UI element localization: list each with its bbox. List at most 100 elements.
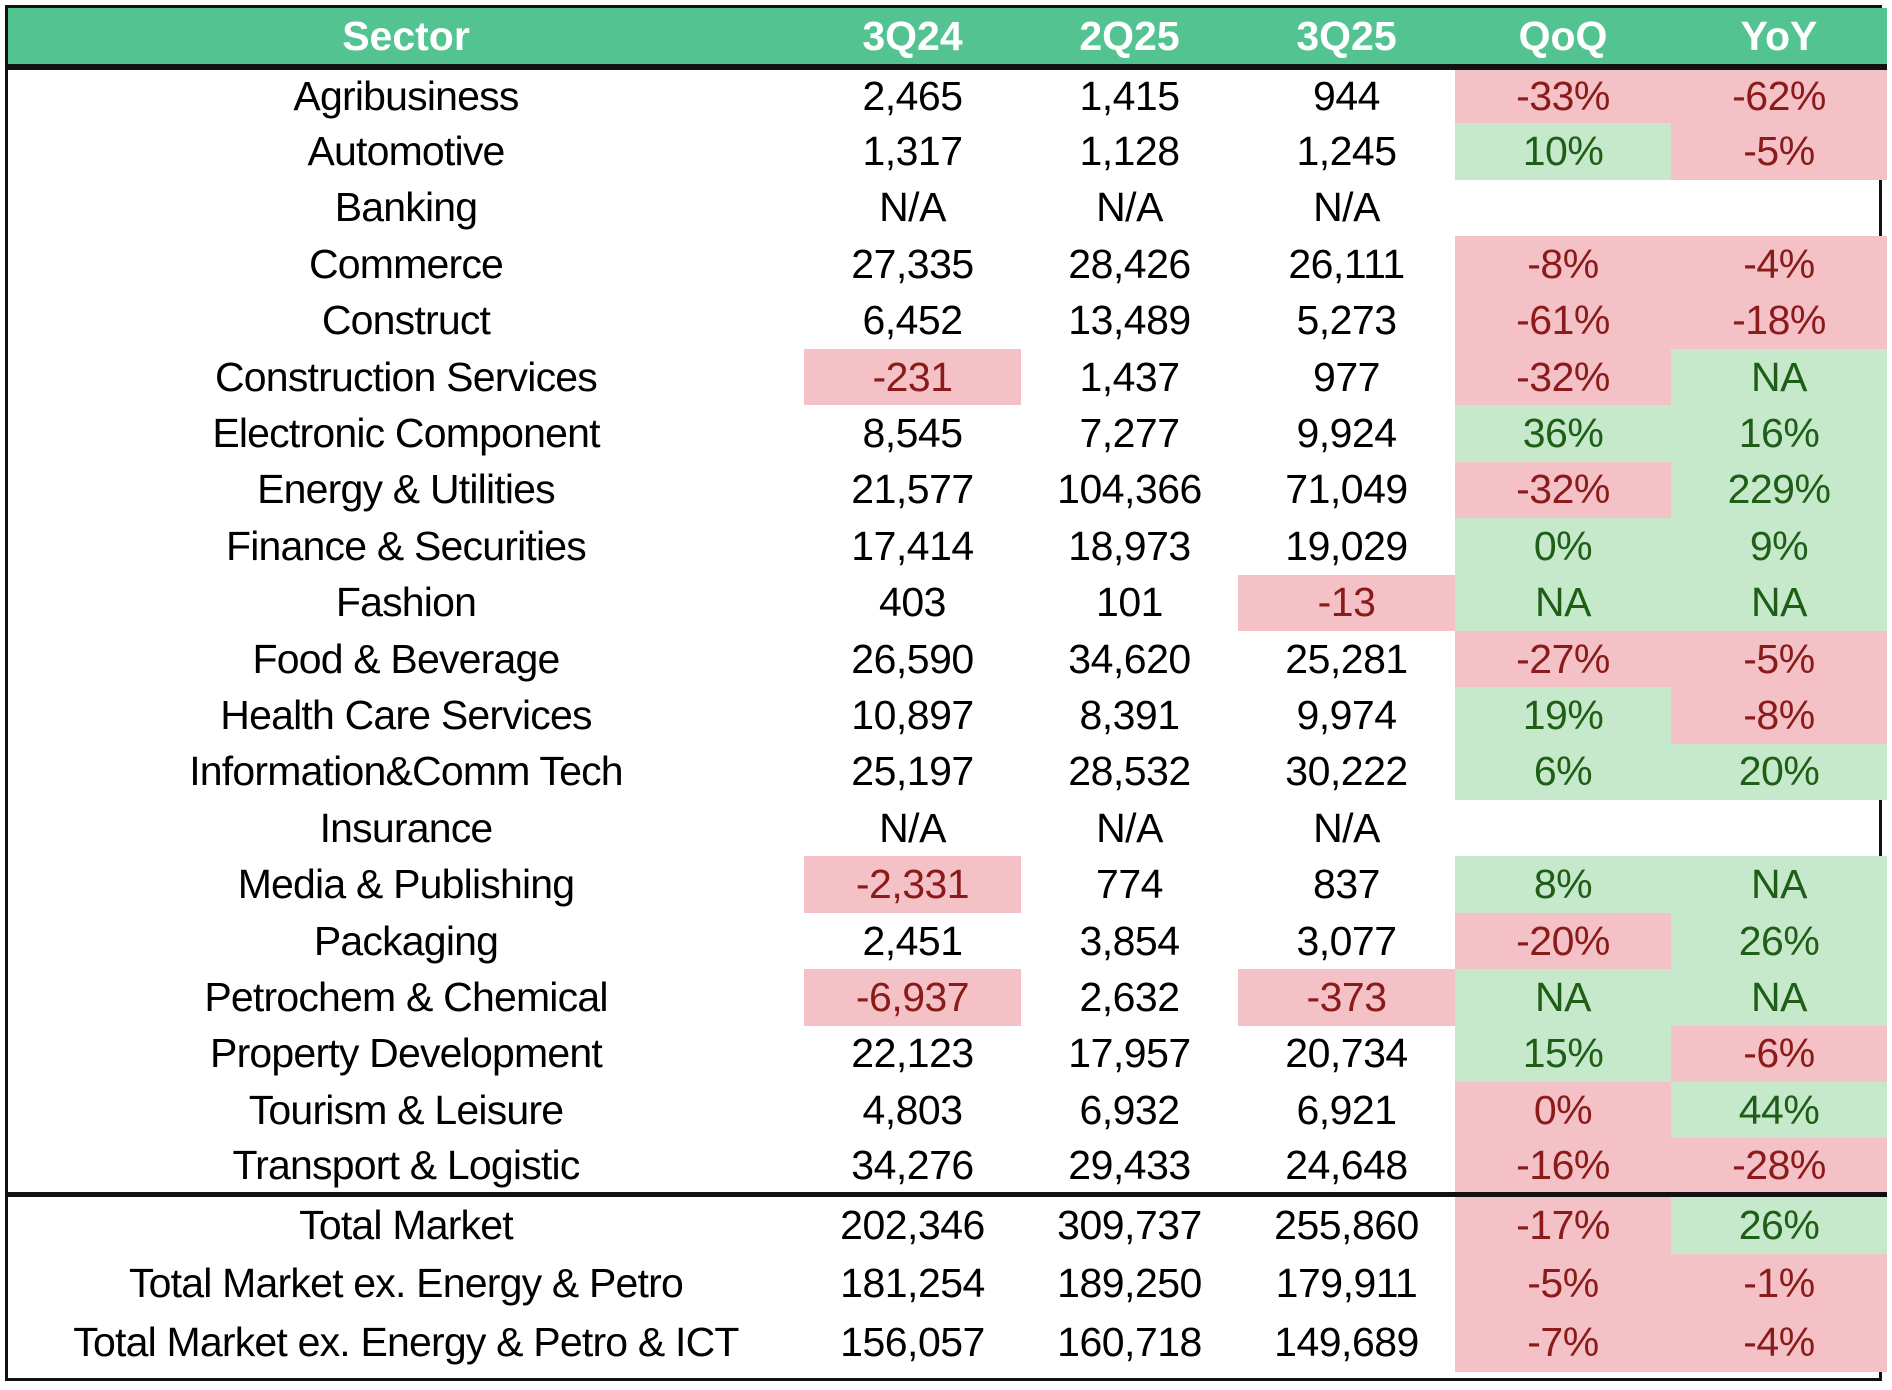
value-3q25-cell: N/A bbox=[1313, 184, 1380, 231]
value-2q25-cell: 3,854 bbox=[1079, 917, 1180, 964]
value-2q25-cell: N/A bbox=[1096, 184, 1163, 231]
sector-name-cell: Energy & Utilities bbox=[257, 466, 556, 513]
value-3q24-cell: 1,317 bbox=[862, 128, 963, 175]
sector-name-cell: Packaging bbox=[313, 917, 499, 964]
sector-row: Banking N/A N/A N/A bbox=[8, 180, 1887, 236]
value-3q24-cell: 2,451 bbox=[862, 917, 963, 964]
value-2q25-cell: 1,415 bbox=[1079, 73, 1180, 120]
value-2q25-cell: 28,426 bbox=[1068, 240, 1191, 287]
qoq-change-cell: NA bbox=[1455, 969, 1671, 1026]
sector-row: Finance & Securities 17,414 18,973 19,029 0%… bbox=[8, 518, 1887, 575]
yoy-change-cell: 9% bbox=[1671, 518, 1887, 575]
value-3q25-cell: 977 bbox=[1313, 353, 1380, 400]
qoq-change-cell: -32% bbox=[1455, 348, 1671, 406]
value-3q24-cell: 22,123 bbox=[851, 1030, 974, 1077]
value-3q25-cell: 25,281 bbox=[1285, 635, 1408, 682]
value-3q25-cell: 179,911 bbox=[1275, 1259, 1418, 1306]
yoy-change-cell: 26% bbox=[1671, 912, 1887, 970]
yoy-change-cell: NA bbox=[1671, 856, 1887, 913]
value-3q25-cell: 1,245 bbox=[1296, 128, 1397, 175]
sector-name-cell: Agribusiness bbox=[293, 73, 519, 120]
sector-row: Insurance N/A N/A N/A bbox=[8, 800, 1887, 856]
sector-name-cell: Finance & Securities bbox=[225, 522, 587, 569]
qoq-change-cell: 15% bbox=[1455, 1025, 1671, 1083]
sector-row: Automotive 1,317 1,128 1,245 10% -5% bbox=[8, 123, 1887, 180]
sector-row: Fashion 403 101 -13 NA NA bbox=[8, 574, 1887, 631]
value-2q25-cell: 1,128 bbox=[1079, 128, 1180, 175]
yoy-change-cell: NA bbox=[1671, 969, 1887, 1026]
sector-row: Commerce 27,335 28,426 26,111 -8% -4% bbox=[8, 236, 1887, 293]
qoq-change-cell: -33% bbox=[1455, 67, 1671, 124]
yoy-change-cell: 20% bbox=[1671, 743, 1887, 801]
sector-row: Energy & Utilities 21,577 104,366 71,049 -32… bbox=[8, 461, 1887, 519]
yoy-change-cell: 229% bbox=[1671, 461, 1887, 519]
value-2q25-cell: 160,718 bbox=[1057, 1318, 1202, 1365]
sector-row: Tourism & Leisure 4,803 6,932 6,921 0% 44% bbox=[8, 1082, 1887, 1139]
value-2q25-cell: 29,433 bbox=[1068, 1141, 1191, 1188]
yoy-change-cell: -1% bbox=[1671, 1253, 1887, 1313]
qoq-change-cell: -61% bbox=[1455, 292, 1671, 349]
qoq-change-cell: -20% bbox=[1455, 912, 1671, 970]
value-3q24-cell: 10,897 bbox=[851, 691, 974, 738]
value-3q24-cell: 21,577 bbox=[851, 466, 974, 513]
value-2q25-cell: N/A bbox=[1096, 804, 1163, 851]
value-3q25-cell: 944 bbox=[1313, 73, 1380, 120]
value-2q25-cell: 18,973 bbox=[1068, 522, 1191, 569]
sector-rows: Agribusiness 2,465 1,415 944 -33% -62% Automot… bbox=[8, 67, 1887, 1195]
yoy-change-cell: -6% bbox=[1671, 1025, 1887, 1083]
yoy-change-cell: -18% bbox=[1671, 292, 1887, 349]
sector-name-cell: Automotive bbox=[307, 128, 505, 175]
yoy-change-cell: NA bbox=[1671, 348, 1887, 406]
value-3q25-cell: N/A bbox=[1313, 804, 1380, 851]
value-2q25-cell: 13,489 bbox=[1068, 297, 1191, 344]
value-2q25-cell: 104,366 bbox=[1057, 466, 1202, 513]
sector-name-cell: Electronic Component bbox=[212, 410, 600, 457]
value-3q24-cell: 25,197 bbox=[851, 748, 974, 795]
qoq-change-cell: NA bbox=[1455, 574, 1671, 631]
yoy-change-cell: 16% bbox=[1671, 405, 1887, 462]
value-3q24-cell: 27,335 bbox=[851, 240, 974, 287]
value-3q25-cell: 24,648 bbox=[1285, 1141, 1408, 1188]
sector-row: Health Care Services 10,897 8,391 9,974 19% -… bbox=[8, 687, 1887, 744]
value-3q24-cell: 156,057 bbox=[840, 1318, 985, 1365]
value-3q25-cell: 9,924 bbox=[1296, 410, 1397, 457]
yoy-change-cell: -8% bbox=[1671, 687, 1887, 744]
sector-row: Information&Comm Tech 25,197 28,532 30,222 6… bbox=[8, 743, 1887, 801]
value-3q25-cell: 26,111 bbox=[1288, 240, 1405, 287]
value-3q24-cell: -6,937 bbox=[804, 969, 1021, 1026]
sector-name-cell: Tourism & Leisure bbox=[248, 1086, 564, 1133]
data-table: Sector 3Q24 2Q25 3Q25 QoQ YoY Agribusine… bbox=[8, 8, 1887, 1372]
value-3q24-cell: 4,803 bbox=[862, 1086, 963, 1133]
value-3q24-cell: 34,276 bbox=[851, 1141, 974, 1188]
value-2q25-cell: 7,277 bbox=[1079, 410, 1180, 457]
value-3q25-cell: 6,921 bbox=[1296, 1086, 1397, 1133]
value-2q25-cell: 34,620 bbox=[1068, 635, 1191, 682]
value-3q24-cell: 202,346 bbox=[804, 1192, 1021, 1254]
total-row: Total Market ex. Energy & Petro 181,254 18… bbox=[8, 1253, 1887, 1313]
header-3q24: 3Q24 bbox=[804, 8, 1021, 70]
value-2q25-cell: 1,437 bbox=[1079, 353, 1180, 400]
qoq-change-cell: -32% bbox=[1455, 461, 1671, 519]
qoq-change-cell: -16% bbox=[1455, 1138, 1671, 1195]
sector-row: Packaging 2,451 3,854 3,077 -20% 26% bbox=[8, 912, 1887, 970]
sector-name-cell: Health Care Services bbox=[220, 691, 592, 738]
value-3q24-cell: 26,590 bbox=[851, 635, 974, 682]
sector-row: Agribusiness 2,465 1,415 944 -33% -62% bbox=[8, 67, 1887, 124]
value-3q25-cell: 30,222 bbox=[1285, 748, 1408, 795]
qoq-change-cell: -17% bbox=[1455, 1192, 1671, 1254]
value-3q25-cell: 20,734 bbox=[1285, 1030, 1408, 1077]
value-3q24-cell: 17,414 bbox=[851, 522, 974, 569]
yoy-change-cell: -62% bbox=[1671, 67, 1887, 124]
total-row: Total Market 202,346 309,737 255,860 -17% 26% bbox=[8, 1192, 1887, 1254]
value-2q25-cell: 17,957 bbox=[1068, 1030, 1191, 1077]
yoy-change-cell bbox=[1671, 800, 1887, 856]
value-3q25-cell: 5,273 bbox=[1296, 297, 1397, 344]
yoy-change-cell: -5% bbox=[1671, 123, 1887, 180]
sector-name-cell: Total Market bbox=[8, 1192, 804, 1254]
value-3q24-cell: -231 bbox=[804, 348, 1021, 406]
value-2q25-cell: 8,391 bbox=[1079, 691, 1180, 738]
qoq-change-cell: 0% bbox=[1455, 1082, 1671, 1139]
sector-row: Transport & Logistic 34,276 29,433 24,648 -1… bbox=[8, 1138, 1887, 1195]
header-sector: Sector bbox=[8, 8, 804, 70]
qoq-change-cell bbox=[1455, 180, 1671, 236]
